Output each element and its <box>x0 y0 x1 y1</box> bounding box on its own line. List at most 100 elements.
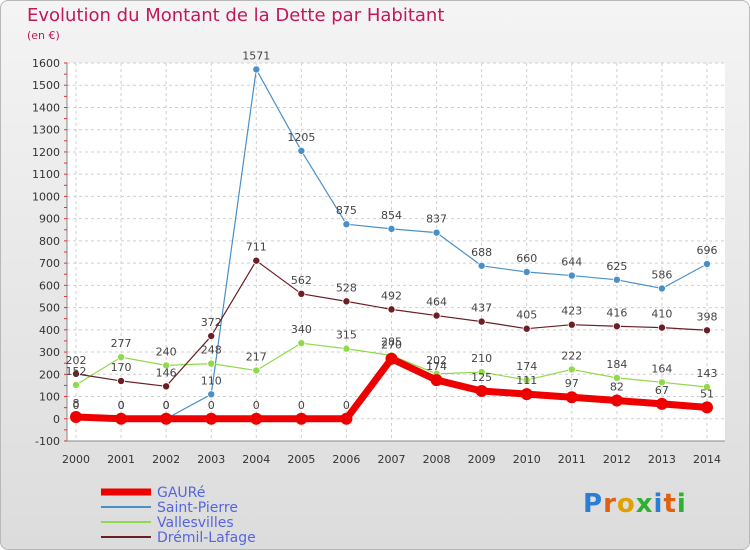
data-label: 202 <box>426 354 447 367</box>
data-point <box>207 359 216 368</box>
y-tick-label: 300 <box>39 346 60 359</box>
x-tick-label: 2000 <box>62 453 90 466</box>
data-point <box>657 323 666 332</box>
y-tick-label: 900 <box>39 213 60 226</box>
data-label: 837 <box>426 213 447 226</box>
data-label: 248 <box>201 344 222 357</box>
data-point <box>475 384 488 397</box>
data-point <box>72 369 81 378</box>
data-point <box>115 412 128 425</box>
data-label: 125 <box>471 371 492 384</box>
data-label: 170 <box>111 361 132 374</box>
data-point <box>162 382 171 391</box>
legend-label: Vallesvilles <box>157 515 234 531</box>
data-label: 285 <box>381 335 402 348</box>
data-label: 174 <box>426 360 447 373</box>
data-label: 340 <box>291 323 312 336</box>
data-point <box>430 374 443 387</box>
y-tick-label: 1400 <box>32 101 60 114</box>
y-tick-label: 1000 <box>32 190 60 203</box>
data-point <box>250 412 263 425</box>
data-label: 97 <box>565 377 579 390</box>
data-label: 110 <box>201 374 222 387</box>
data-point <box>703 382 712 391</box>
data-label: 625 <box>606 260 627 273</box>
data-point <box>655 397 668 410</box>
x-tick-label: 2001 <box>107 453 135 466</box>
data-label: 1205 <box>287 131 315 144</box>
data-point <box>522 324 531 333</box>
data-label: 562 <box>291 274 312 287</box>
x-tick-label: 2008 <box>423 453 451 466</box>
data-point <box>385 352 398 365</box>
data-label: 202 <box>66 354 87 367</box>
data-label: 464 <box>426 296 447 309</box>
y-tick-label: 200 <box>39 368 60 381</box>
data-label: 711 <box>246 241 267 254</box>
x-tick-label: 2005 <box>287 453 315 466</box>
proxiti-logo: Proxiti <box>583 489 687 519</box>
data-point <box>342 297 351 306</box>
data-point <box>117 353 126 362</box>
data-label: 528 <box>336 281 357 294</box>
x-tick-label: 2002 <box>152 453 180 466</box>
data-label: 82 <box>610 381 624 394</box>
data-label: 164 <box>651 362 672 375</box>
data-point <box>297 339 306 348</box>
data-point <box>342 220 351 229</box>
data-label: 8 <box>73 397 80 410</box>
data-point <box>70 410 82 423</box>
data-label: 437 <box>471 302 492 315</box>
data-label: 0 <box>73 399 80 412</box>
data-point <box>387 305 396 314</box>
data-point <box>657 284 666 293</box>
data-label: 222 <box>561 349 582 362</box>
data-point <box>477 261 486 270</box>
data-label: 315 <box>336 329 357 342</box>
data-label: 1571 <box>242 49 270 62</box>
data-point <box>252 366 261 375</box>
data-point <box>207 390 216 399</box>
data-point <box>432 311 441 320</box>
data-label: 688 <box>471 246 492 259</box>
data-point <box>252 65 261 74</box>
data-point <box>703 326 712 335</box>
data-point <box>117 376 126 385</box>
data-label: 492 <box>381 289 402 302</box>
data-label: 51 <box>700 387 714 400</box>
data-point <box>477 317 486 326</box>
data-point <box>205 412 218 425</box>
data-point <box>612 373 621 382</box>
data-point <box>522 268 531 277</box>
data-point <box>432 228 441 237</box>
data-label: 410 <box>651 308 672 321</box>
data-label: 111 <box>516 374 537 387</box>
data-label: 586 <box>651 268 672 281</box>
data-label: 0 <box>118 399 125 412</box>
x-tick-label: 2007 <box>378 453 406 466</box>
x-tick-label: 2012 <box>603 453 631 466</box>
x-tick-label: 2011 <box>558 453 586 466</box>
data-label: 875 <box>336 204 357 217</box>
data-label: 67 <box>655 384 669 397</box>
data-label: 644 <box>561 256 582 269</box>
data-label: 0 <box>343 399 350 412</box>
chart-subtitle: (en €) <box>27 29 60 42</box>
data-point <box>207 332 216 341</box>
data-point <box>703 260 712 269</box>
x-tick-label: 2010 <box>513 453 541 466</box>
data-label: 270 <box>381 339 402 352</box>
y-tick-label: 800 <box>39 235 60 248</box>
data-label: 398 <box>697 310 718 323</box>
data-label: 184 <box>606 358 627 371</box>
legend-label: Saint-Pierre <box>157 500 238 516</box>
legend-label: GAURé <box>157 485 205 501</box>
data-point <box>297 146 306 155</box>
data-point <box>612 322 621 331</box>
x-tick-label: 2004 <box>242 453 270 466</box>
data-label: 143 <box>697 367 718 380</box>
y-tick-label: 600 <box>39 279 60 292</box>
y-tick-label: 1200 <box>32 146 60 159</box>
data-point <box>565 391 578 404</box>
